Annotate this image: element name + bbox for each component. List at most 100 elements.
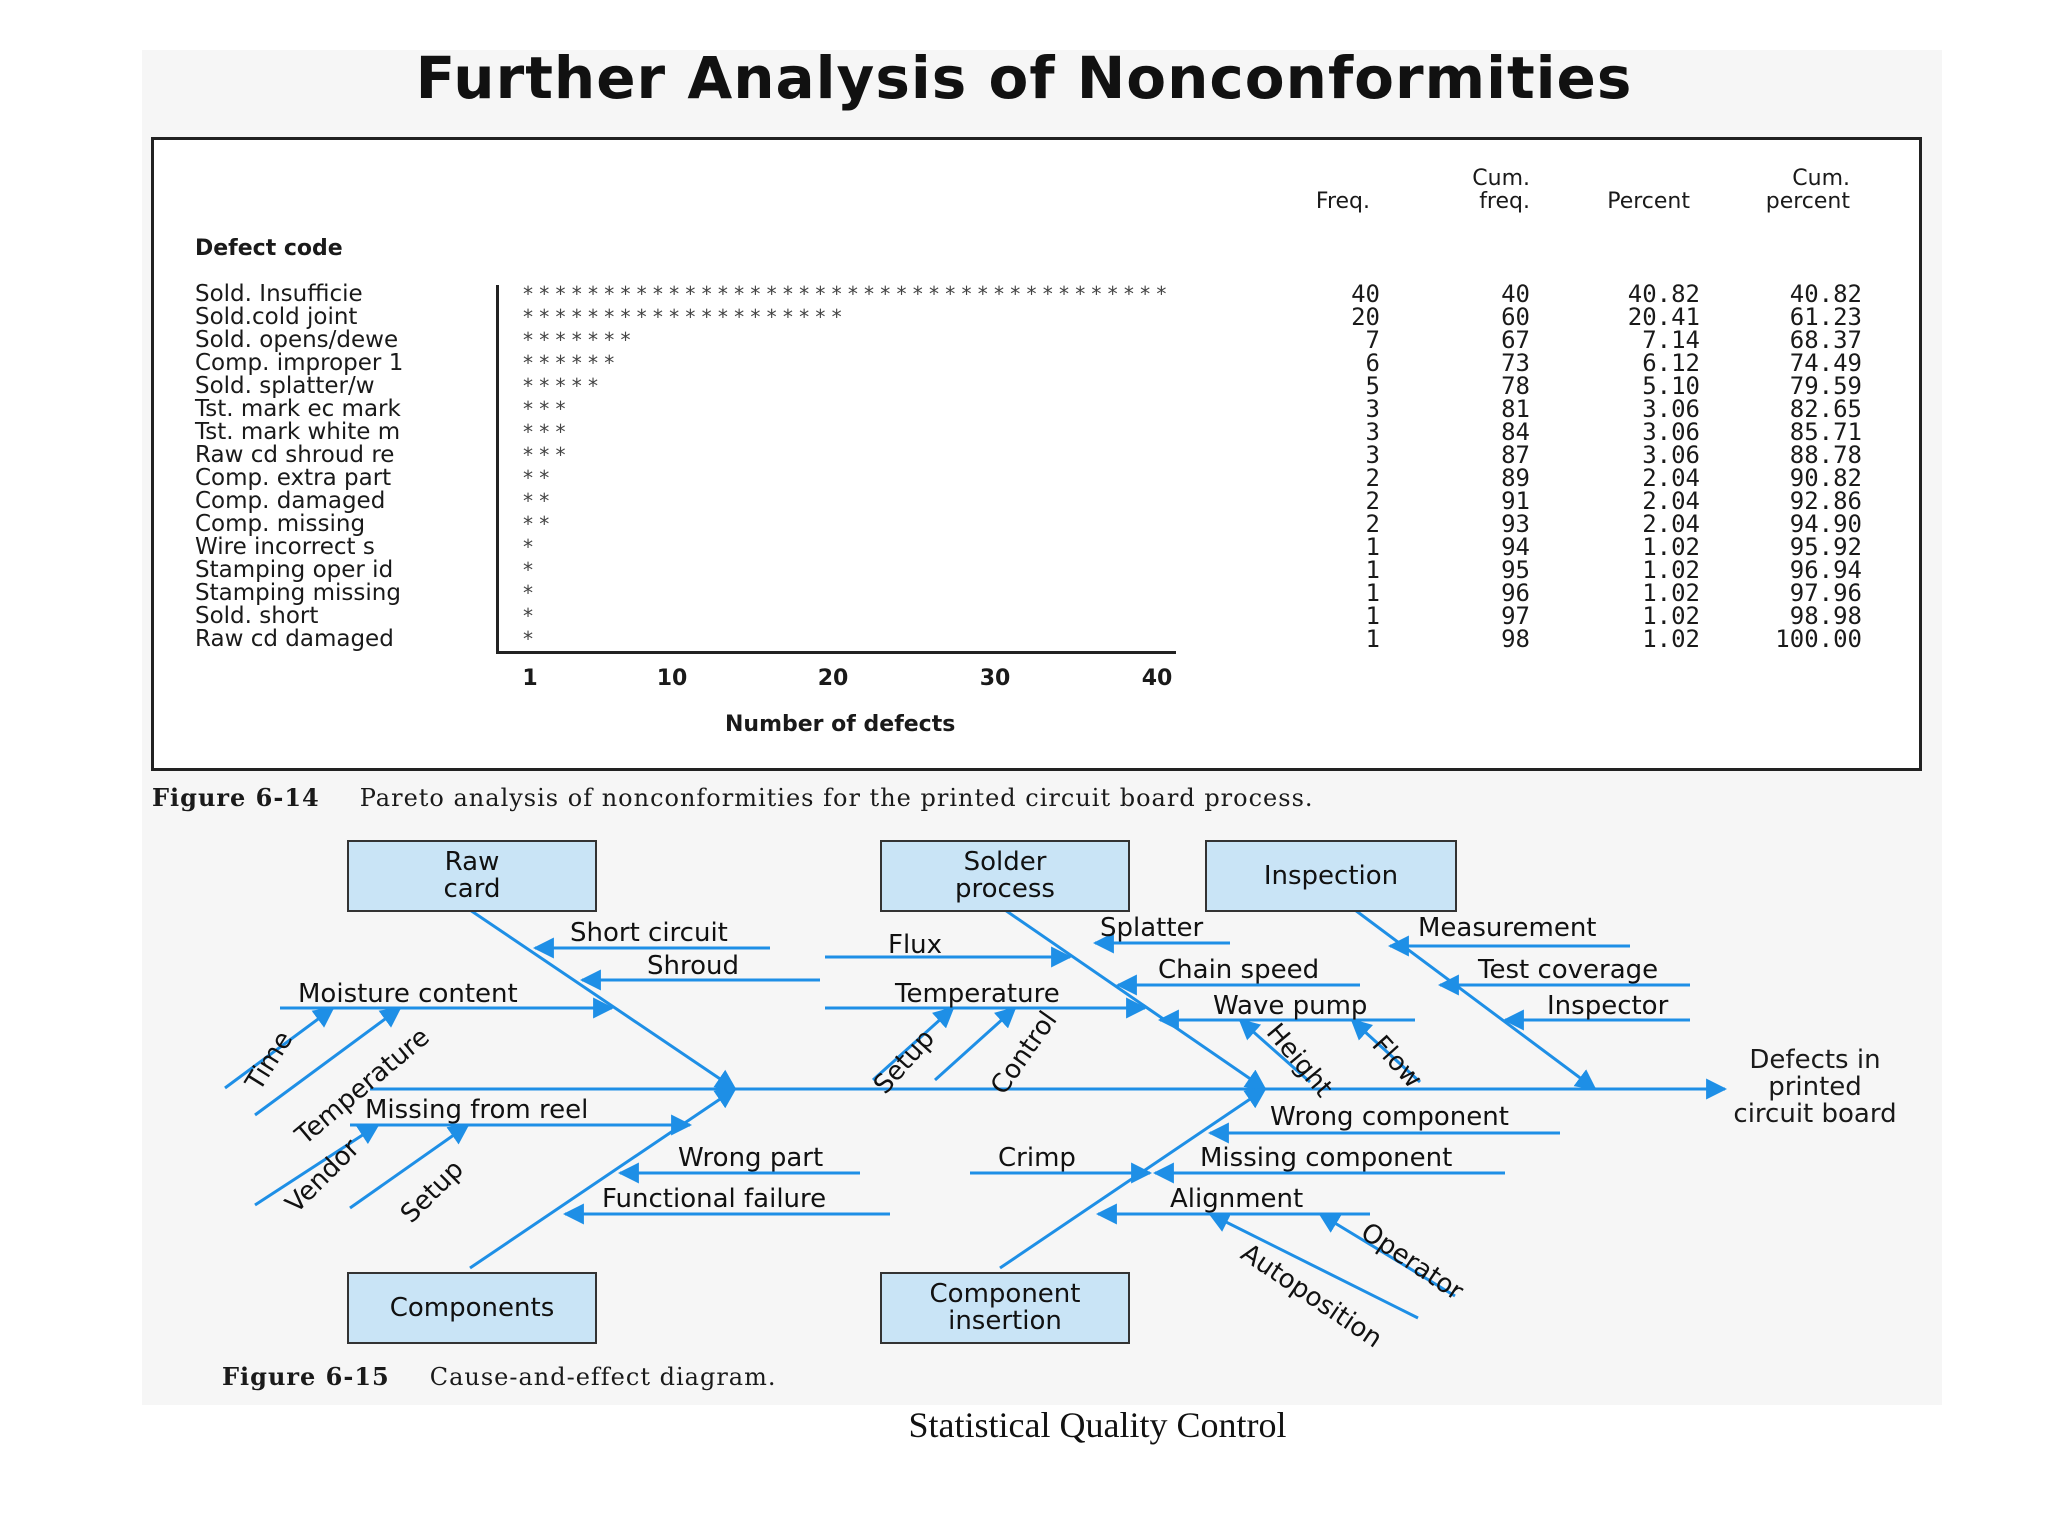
cum-freq-cell: 89 — [1501, 464, 1530, 492]
cause-flux: Flux — [888, 930, 943, 960]
cause-splatter: Splatter — [1100, 913, 1204, 943]
category-solder-process: Solder process — [880, 840, 1130, 912]
freq-cell: 2 — [1365, 487, 1380, 515]
defect-code-cell: Sold.cold joint — [195, 304, 358, 330]
pareto-bar: * — [522, 627, 539, 651]
bone-component-insertion — [999, 1087, 1267, 1270]
percent-header: Percent — [1607, 189, 1690, 214]
pareto-bar: ******* — [522, 328, 636, 352]
effect-line-2: printed — [1768, 1072, 1862, 1102]
arrow-autoposition — [1208, 1212, 1419, 1320]
figure-6-14-caption: Figure 6-14 Pareto analysis of nonconform… — [152, 783, 1314, 812]
cum-percent-cell: 40.82 — [1789, 280, 1862, 308]
freq-cell: 1 — [1365, 602, 1380, 630]
cause-wave-pump: Wave pump — [1213, 991, 1368, 1021]
axis-tick-label: 20 — [817, 666, 849, 691]
cause-crimp: Crimp — [998, 1143, 1076, 1173]
effect-line-3: circuit board — [1733, 1099, 1897, 1129]
pareto-bar: *** — [522, 420, 571, 444]
cum-freq-cell: 97 — [1501, 602, 1530, 630]
pareto-x-axis — [496, 651, 1176, 654]
cum-freq-cell: 73 — [1501, 349, 1530, 377]
cum-freq-header-line2: freq. — [1479, 189, 1530, 214]
cause-measurement: Measurement — [1418, 913, 1597, 943]
pareto-bar: ** — [522, 489, 555, 513]
percent-cell: 3.06 — [1642, 418, 1700, 446]
freq-cell: 20 — [1351, 303, 1380, 331]
cause-short-circuit: Short circuit — [570, 918, 728, 948]
percent-cell: 1.02 — [1642, 533, 1700, 561]
defect-code-cell: Raw cd damaged — [195, 626, 394, 652]
percent-cell: 1.02 — [1642, 556, 1700, 584]
pareto-bar: *** — [522, 443, 571, 467]
cum-percent-cell: 97.96 — [1789, 579, 1862, 607]
defect-code-cell: Comp. damaged — [195, 488, 386, 514]
cum-freq-cell: 84 — [1501, 418, 1530, 446]
arrow-flow — [1350, 1018, 1422, 1084]
freq-cell: 7 — [1365, 326, 1380, 354]
cum-freq-cell: 81 — [1501, 395, 1530, 423]
defect-code-header: Defect code — [195, 236, 343, 261]
cum-percent-cell: 79.59 — [1789, 372, 1862, 400]
freq-cell: 6 — [1365, 349, 1380, 377]
defect-code-cell: Sold. short — [195, 603, 319, 629]
category-component-insertion: Component insertion — [880, 1272, 1130, 1344]
cause-wrong-component: Wrong component — [1270, 1102, 1509, 1132]
pareto-axis-label: Number of defects — [725, 712, 956, 737]
effect-line-1: Defects in — [1749, 1045, 1881, 1075]
pareto-bar: * — [522, 535, 539, 559]
cum-freq-cell: 78 — [1501, 372, 1530, 400]
defect-code-cell: Comp. extra part — [195, 465, 392, 491]
defect-code-cell: Raw cd shroud re — [195, 442, 395, 468]
figure-6-15-text: Cause-and-effect diagram. — [429, 1363, 777, 1391]
cum-freq-cell: 96 — [1501, 579, 1530, 607]
percent-cell: 20.41 — [1627, 303, 1700, 331]
freq-header: Freq. — [1315, 189, 1370, 214]
pareto-bar: * — [522, 558, 539, 582]
cause-temperature-solder: Temperature — [895, 979, 1060, 1009]
defect-code-cell: Sold. splatter/w — [195, 373, 375, 399]
percent-cell: 3.06 — [1642, 441, 1700, 469]
percent-cell: 7.14 — [1642, 326, 1700, 354]
defect-code-cell: Tst. mark white m — [195, 419, 401, 445]
percent-cell: 6.12 — [1642, 349, 1700, 377]
category-components-label: Components — [389, 1292, 555, 1323]
axis-tick-label: 30 — [979, 666, 1011, 691]
percent-cell: 2.04 — [1642, 487, 1700, 515]
percent-cell: 5.10 — [1642, 372, 1700, 400]
defect-code-cell: Sold. opens/dewe — [195, 327, 399, 353]
percent-cell: 2.04 — [1642, 510, 1700, 538]
axis-tick-label: 10 — [656, 666, 688, 691]
category-component-insertion-label: Component insertion — [929, 1279, 1081, 1336]
pareto-bar: **************************************** — [522, 282, 1172, 306]
arrow-vendor — [254, 1123, 380, 1207]
cause-inspector: Inspector — [1547, 991, 1669, 1021]
cause-missing-component: Missing component — [1200, 1143, 1453, 1173]
pareto-bar: ****** — [522, 351, 620, 375]
cause-missing-from-reel: Missing from reel — [365, 1095, 589, 1125]
freq-cell: 2 — [1365, 464, 1380, 492]
percent-cell: 1.02 — [1642, 625, 1700, 653]
cum-percent-cell: 98.98 — [1789, 602, 1862, 630]
defect-code-cell: Comp. missing — [195, 511, 366, 537]
pareto-bar: ** — [522, 466, 555, 490]
percent-cell: 1.02 — [1642, 579, 1700, 607]
percent-cell: 3.06 — [1642, 395, 1700, 423]
freq-cell: 1 — [1365, 625, 1380, 653]
cum-freq-cell: 60 — [1501, 303, 1530, 331]
arrow-temperature-raw — [254, 1006, 402, 1117]
pareto-bar: ***** — [522, 374, 604, 398]
arrow-setup-comp — [349, 1123, 470, 1210]
percent-cell: 2.04 — [1642, 464, 1700, 492]
cum-percent-cell: 96.94 — [1789, 556, 1862, 584]
freq-cell: 5 — [1365, 372, 1380, 400]
cum-percent-header-line1: Cum. — [1792, 166, 1850, 191]
defect-code-cell: Comp. improper 1 — [195, 350, 404, 376]
slide-title: Further Analysis of Nonconformities — [415, 44, 1633, 112]
cum-percent-cell: 61.23 — [1789, 303, 1862, 331]
cause-alignment: Alignment — [1170, 1184, 1304, 1214]
cum-percent-cell: 90.82 — [1789, 464, 1862, 492]
arrow-setup-solder — [871, 1006, 955, 1082]
cause-shroud: Shroud — [647, 951, 739, 981]
